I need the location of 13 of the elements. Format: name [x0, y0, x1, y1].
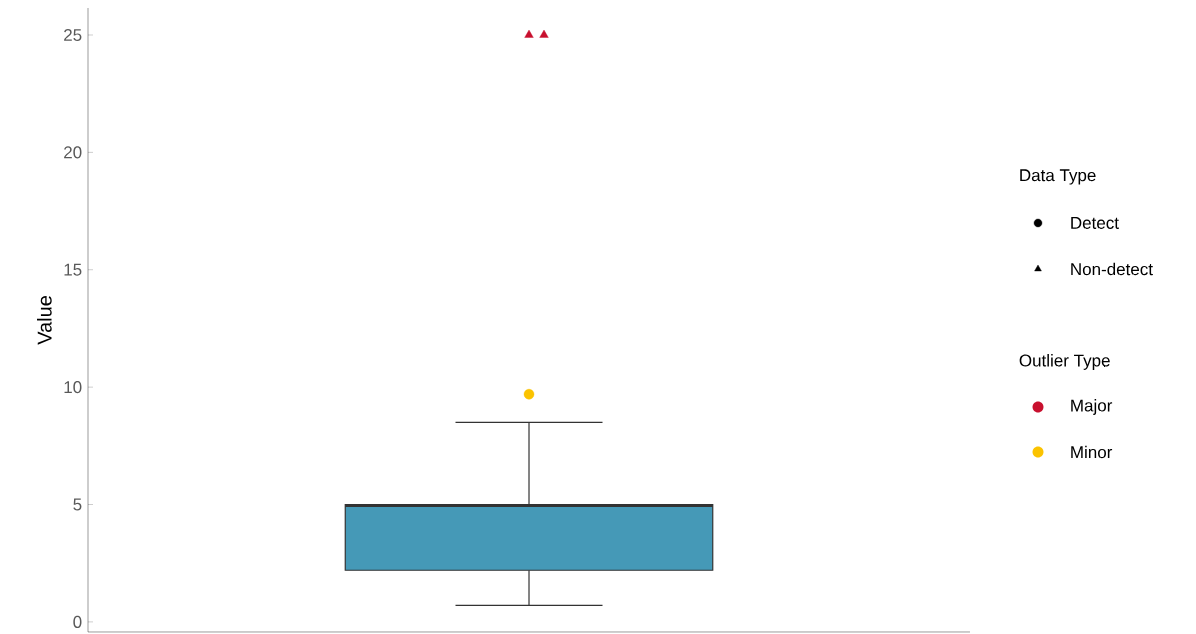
legend-label: Minor: [1071, 445, 1113, 459]
y-tick-label: 20: [64, 146, 82, 159]
text: Non-detect: [1071, 262, 1153, 276]
legend-title: Outlier Type: [1019, 354, 1110, 370]
y-tick-label: 10: [64, 381, 82, 394]
text: Detect: [1071, 217, 1119, 229]
y-tick-label: 0: [73, 615, 82, 628]
y-tick-label: 25: [64, 28, 82, 42]
y-tick-label: 5: [73, 498, 82, 511]
y-tick-label: 15: [64, 263, 82, 276]
text: Data Type: [1020, 169, 1096, 185]
y-axis-title: Value: [37, 296, 52, 345]
legend-label: Major: [1071, 399, 1113, 415]
